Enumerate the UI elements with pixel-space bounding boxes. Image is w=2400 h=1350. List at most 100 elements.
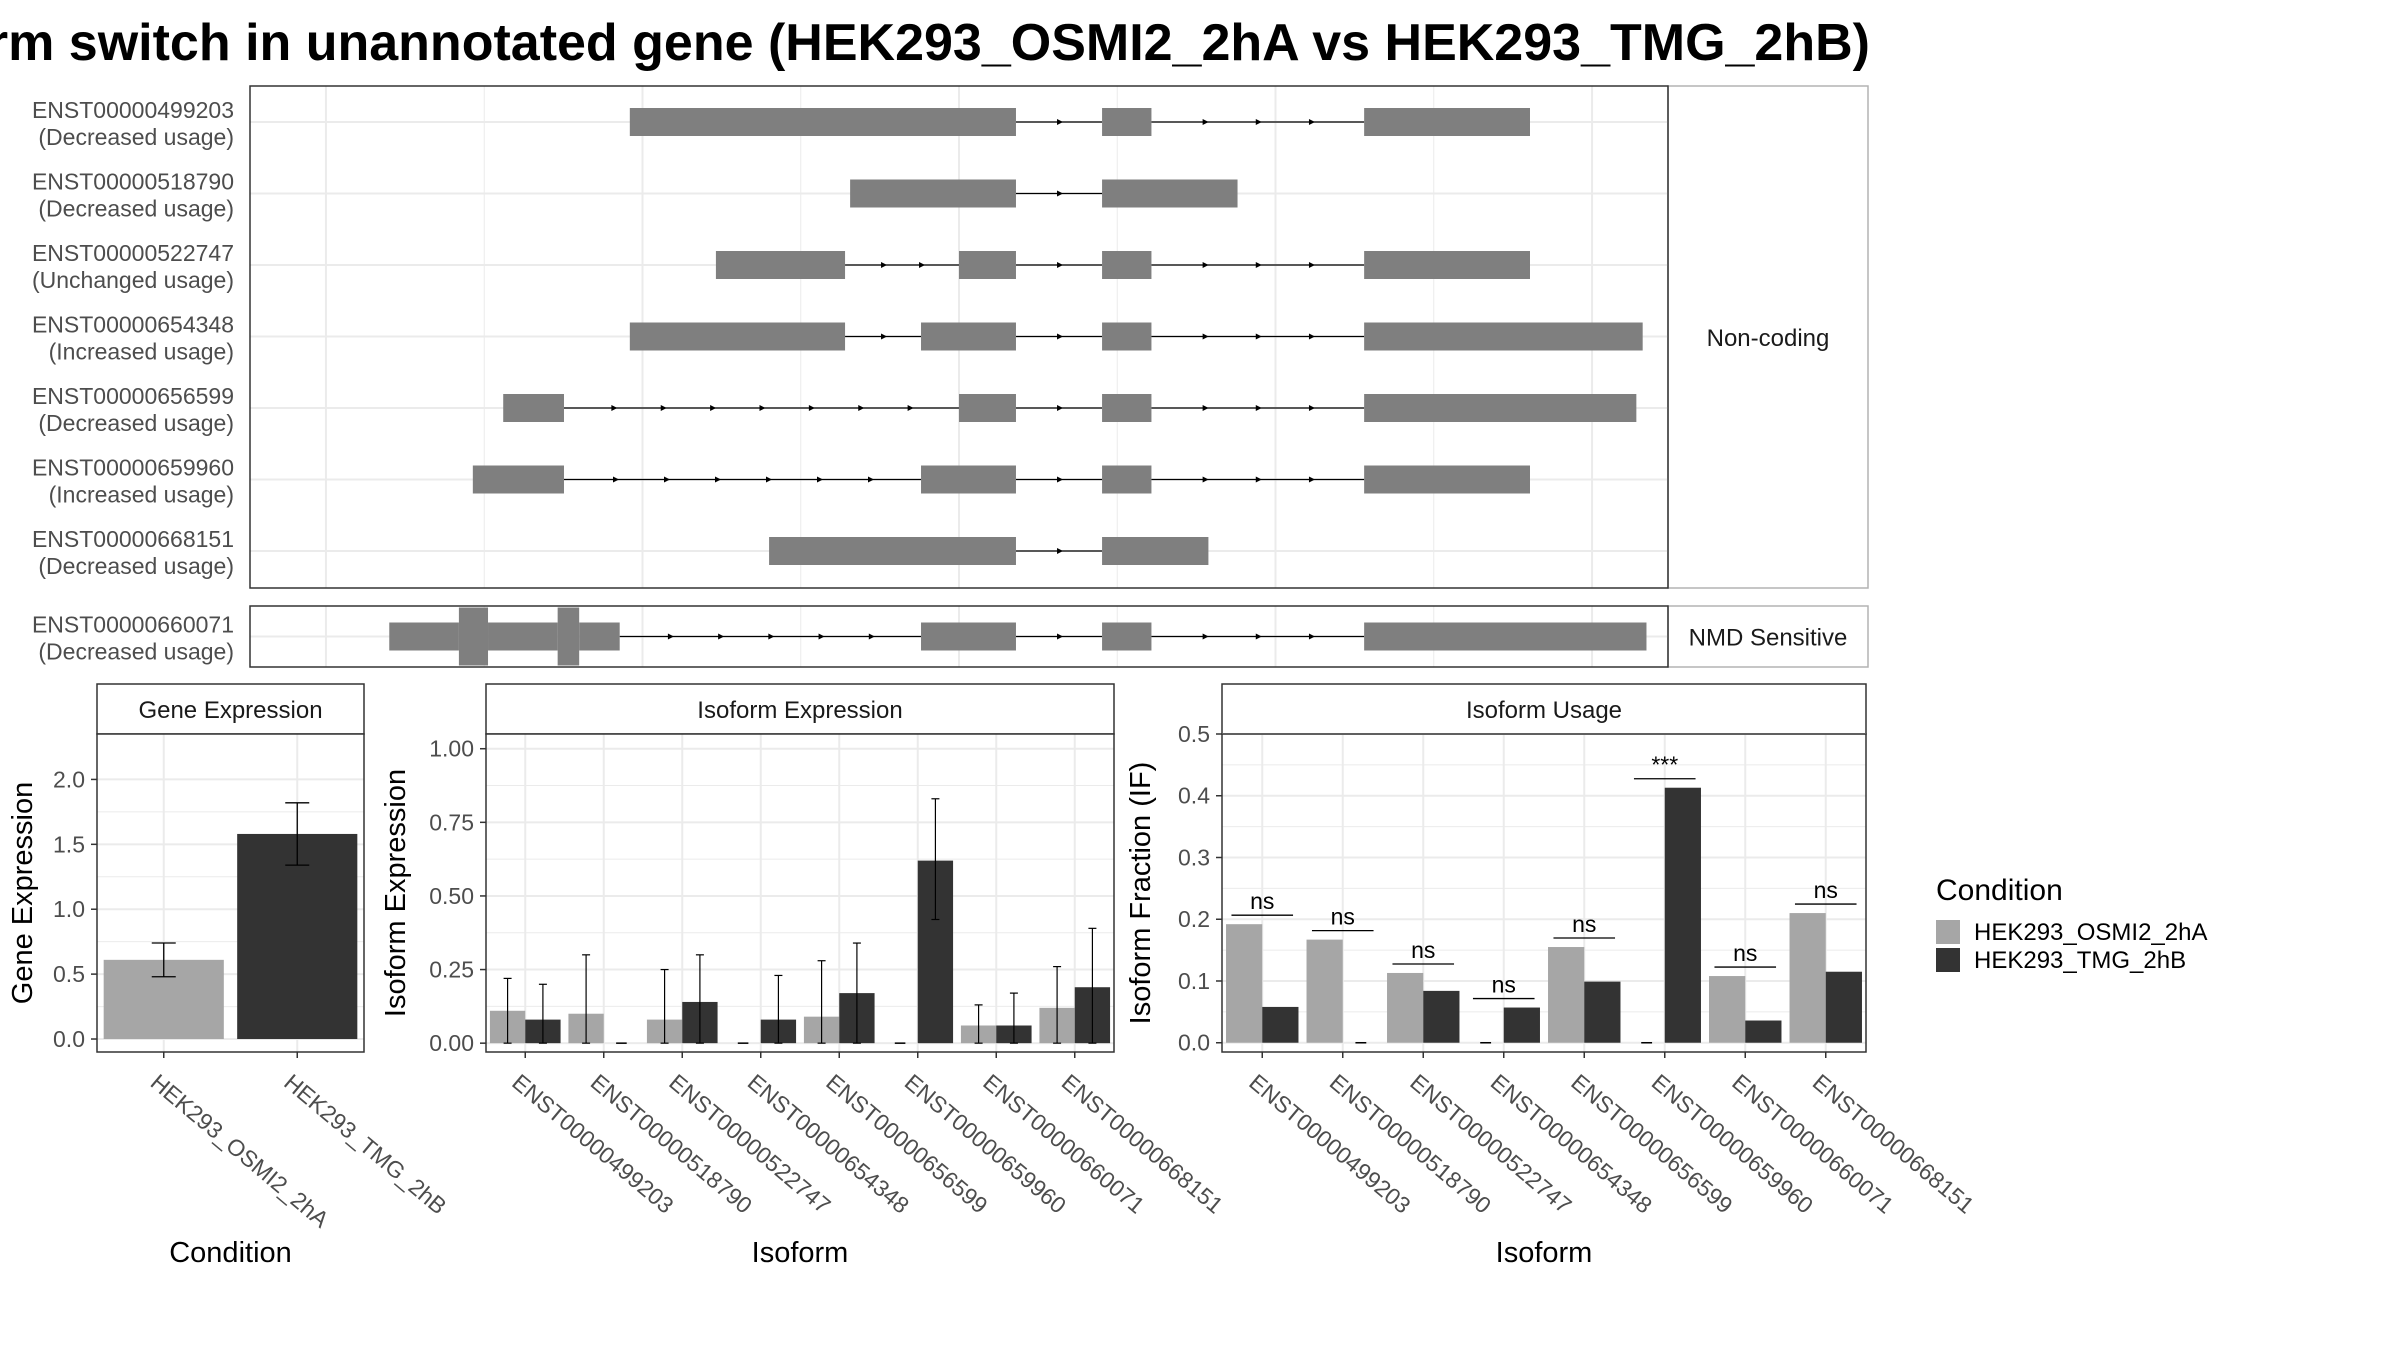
y-tick-label: 0.3 (1178, 844, 1210, 870)
x-axis-title: Condition (169, 1237, 292, 1269)
bar-hek293-tmg-2hb (237, 833, 358, 1040)
bar-hek293-tmg-2hb (1745, 1020, 1782, 1043)
panel-title: Gene Expression (138, 697, 322, 724)
transcript-id-label: ENST00000659960 (32, 455, 234, 481)
y-tick-label: 0.4 (1178, 783, 1210, 809)
y-tick-label: 0.5 (1178, 721, 1210, 747)
panel-title: Isoform Expression (697, 697, 902, 724)
intron-direction-arrow (1057, 405, 1064, 411)
significance-label: ns (1411, 937, 1435, 963)
transcript-id-label: ENST00000668151 (32, 526, 234, 552)
transcript-usage-label: (Unchanged usage) (32, 267, 234, 293)
intron-direction-arrow (868, 476, 875, 483)
intron-direction-arrow (858, 405, 865, 411)
intron-direction-arrow (1057, 333, 1064, 340)
exon-block (921, 322, 1016, 351)
plot-background (486, 734, 1114, 1052)
x-axis-title: Isoform (1496, 1237, 1593, 1269)
y-tick-label: 1.00 (429, 736, 474, 762)
transcript-usage-label: (Decreased usage) (38, 196, 234, 222)
intron-direction-arrow (1057, 548, 1064, 554)
y-tick-label: 0.0 (1178, 1030, 1210, 1056)
exon-block (1364, 394, 1637, 422)
y-tick-label: 0.75 (429, 809, 474, 835)
intron-direction-arrow (1308, 262, 1315, 268)
intron-direction-arrow (881, 333, 888, 340)
legend-title: Condition (1936, 874, 2063, 907)
intron-direction-arrow (907, 405, 914, 411)
facet-strip (1667, 605, 1869, 668)
intron-direction-arrow (1202, 633, 1209, 640)
y-tick-label: 0.50 (429, 883, 474, 909)
transcript-id-label: ENST00000522747 (32, 240, 234, 266)
exon-block (1364, 622, 1647, 651)
panel-title-strip (485, 683, 1115, 735)
exon-block (1102, 465, 1152, 494)
transcript-usage-label: (Decreased usage) (38, 639, 234, 665)
exon-block (557, 607, 580, 666)
exon-block (1364, 322, 1643, 351)
intron-direction-arrow (1255, 333, 1262, 340)
intron-direction-arrow (768, 633, 775, 640)
intron-direction-arrow (660, 405, 667, 411)
exon-block (1364, 251, 1530, 279)
exon-block (1102, 394, 1152, 422)
transcript-id-label: ENST00000654348 (32, 312, 234, 338)
intron-direction-arrow (1202, 119, 1209, 125)
intron-direction-arrow (868, 633, 875, 640)
y-tick-label: 1.5 (53, 831, 85, 857)
intron-direction-arrow (1057, 633, 1064, 640)
intron-direction-arrow (667, 633, 674, 640)
transcript-usage-label: (Decreased usage) (38, 124, 234, 150)
y-tick-label: 0.00 (429, 1030, 474, 1056)
intron-direction-arrow (1202, 262, 1209, 268)
bar-hek293-tmg-2hb (1503, 1007, 1540, 1043)
legend-label: HEK293_OSMI2_2hA (1974, 919, 2207, 946)
exon-block (959, 251, 1016, 279)
intron-direction-arrow (817, 476, 824, 483)
intron-direction-arrow (1057, 476, 1064, 483)
exon-block (1102, 179, 1238, 208)
transcript-id-label: ENST00000518790 (32, 169, 234, 195)
isoform-usage-panel: Isoform Usage0.00.10.20.30.40.5nsENST000… (1125, 683, 1979, 1269)
bar-hek293-osmi2-2ha (1226, 924, 1263, 1043)
legend-swatch (1936, 920, 1960, 944)
facet-strip-label: NMD Sensitive (1689, 625, 1848, 652)
intron-direction-arrow (1308, 333, 1315, 340)
exon-block (458, 607, 489, 666)
exon-block (503, 394, 564, 422)
transcript-usage-label: (Increased usage) (49, 482, 234, 508)
y-tick-label: 0.25 (429, 957, 474, 983)
exon-block (715, 251, 846, 279)
y-tick-label: 0.0 (53, 1026, 85, 1052)
plot-border (485, 733, 1115, 1053)
intron-direction-arrow (759, 405, 766, 411)
exon-block (629, 322, 846, 351)
exon-block (389, 622, 459, 651)
intron-direction-arrow (663, 476, 670, 483)
bar-hek293-osmi2-2ha (1306, 939, 1343, 1043)
facet-strip (1667, 85, 1869, 589)
bar-hek293-tmg-2hb (1423, 990, 1460, 1043)
legend-swatch (1936, 948, 1960, 972)
y-tick-label: 0.5 (53, 961, 85, 987)
intron-direction-arrow (1255, 119, 1262, 125)
intron-direction-arrow (1255, 633, 1262, 640)
exon-block (1102, 108, 1152, 136)
legend-label: HEK293_TMG_2hB (1974, 947, 2186, 974)
transcript-usage-label: (Decreased usage) (38, 553, 234, 579)
intron-direction-arrow (710, 405, 717, 411)
intron-direction-arrow (1255, 476, 1262, 483)
panel-title: Isoform Usage (1466, 697, 1622, 724)
exon-block (1364, 465, 1530, 494)
panel-title-strip (96, 683, 365, 735)
exon-block (921, 465, 1016, 494)
bar-hek293-tmg-2hb (1664, 787, 1701, 1043)
intron-direction-arrow (1057, 190, 1064, 197)
intron-direction-arrow (718, 633, 725, 640)
exon-block (488, 622, 558, 651)
significance-label: ns (1331, 904, 1355, 930)
x-axis-title: Isoform (752, 1237, 849, 1269)
intron-direction-arrow (818, 633, 825, 640)
